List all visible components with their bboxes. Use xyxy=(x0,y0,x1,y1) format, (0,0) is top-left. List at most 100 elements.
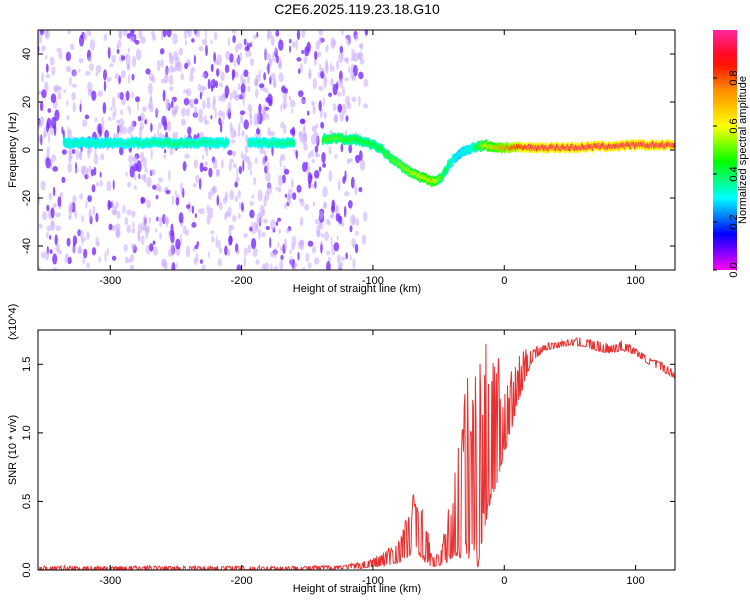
noise-blob xyxy=(307,152,311,160)
noise-blob xyxy=(336,81,339,90)
noise-blob xyxy=(354,230,359,236)
noise-blob xyxy=(247,50,252,57)
noise-blob xyxy=(239,110,246,115)
noise-blob xyxy=(238,166,243,174)
noise-blob xyxy=(236,264,242,270)
noise-blob xyxy=(44,250,50,261)
noise-blob xyxy=(212,158,218,170)
noise-blob xyxy=(111,209,117,215)
noise-blob xyxy=(329,62,333,73)
noise-blob xyxy=(317,51,322,58)
noise-blob xyxy=(116,48,120,55)
noise-blob xyxy=(135,48,142,61)
noise-blob xyxy=(169,64,174,74)
noise-blob xyxy=(182,161,187,172)
noise-blob xyxy=(198,46,204,52)
noise-blob xyxy=(185,107,191,117)
noise-blob xyxy=(181,107,186,118)
noise-blob xyxy=(114,72,120,80)
noise-blob xyxy=(66,99,69,107)
noise-blob xyxy=(210,63,214,73)
noise-blob xyxy=(158,122,162,130)
noise-blob xyxy=(45,157,51,169)
noise-blob xyxy=(274,46,278,54)
noise-blob xyxy=(202,99,206,110)
noise-blob xyxy=(97,90,104,97)
noise-blob xyxy=(232,35,236,44)
noise-blob xyxy=(61,126,64,135)
noise-blob xyxy=(72,246,76,254)
colorbar-label: Normalized spectral amplitude xyxy=(737,76,749,224)
noise-blob xyxy=(46,204,50,212)
noise-blob xyxy=(53,84,59,93)
noise-blob xyxy=(156,216,159,222)
noise-blob xyxy=(95,212,99,223)
noise-blob xyxy=(85,70,91,76)
noise-blob xyxy=(242,96,245,107)
noise-blob xyxy=(339,112,344,122)
noise-blob xyxy=(114,223,121,231)
noise-blob xyxy=(64,254,68,264)
noise-blob xyxy=(131,210,136,218)
noise-blob xyxy=(89,63,94,71)
noise-blob xyxy=(186,204,191,209)
noise-blob xyxy=(298,131,303,138)
noise-blob xyxy=(117,92,121,99)
noise-blob xyxy=(309,149,315,158)
noise-blob xyxy=(347,200,353,209)
noise-blob xyxy=(159,232,163,240)
noise-blob xyxy=(256,128,261,135)
noise-blob xyxy=(279,245,283,252)
noise-blob xyxy=(45,73,51,79)
noise-blob xyxy=(103,34,108,42)
noise-blob xyxy=(160,33,164,41)
noise-blob xyxy=(243,232,248,238)
noise-blob xyxy=(210,230,215,235)
noise-blob xyxy=(127,105,130,111)
noise-blob xyxy=(236,167,239,179)
noise-blob xyxy=(362,103,368,109)
noise-blob xyxy=(198,108,203,117)
noise-blob xyxy=(252,251,258,258)
noise-blob xyxy=(240,83,246,95)
noise-blob xyxy=(310,183,314,189)
noise-blob xyxy=(274,247,277,259)
ridge-core xyxy=(226,139,229,145)
noise-blob xyxy=(107,116,112,121)
noise-blob xyxy=(352,258,356,270)
noise-blob xyxy=(205,44,208,57)
noise-blob xyxy=(131,243,137,251)
noise-blob xyxy=(41,89,47,99)
noise-blob xyxy=(227,36,231,47)
noise-blob xyxy=(249,200,254,206)
noise-blob xyxy=(284,202,288,210)
noise-blob xyxy=(348,144,353,154)
noise-blob xyxy=(178,47,184,56)
noise-blob xyxy=(336,203,339,215)
noise-blob xyxy=(278,62,282,70)
noise-blob xyxy=(175,197,180,206)
noise-blob xyxy=(131,73,135,81)
noise-blob xyxy=(136,101,140,111)
noise-blob xyxy=(318,222,324,230)
noise-blob xyxy=(95,181,100,187)
noise-blob xyxy=(204,30,207,40)
noise-blob xyxy=(164,67,168,79)
noise-blob xyxy=(95,64,102,74)
noise-blob xyxy=(270,263,273,270)
noise-blob xyxy=(262,218,268,224)
noise-blob xyxy=(132,221,135,230)
noise-blob xyxy=(219,82,223,88)
noise-blob xyxy=(336,92,342,97)
noise-blob xyxy=(94,117,98,123)
noise-blob xyxy=(336,254,341,264)
noise-blob xyxy=(102,102,107,114)
noise-blob xyxy=(204,161,208,167)
x-tick-label: 100 xyxy=(626,575,644,587)
noise-blob xyxy=(251,194,254,199)
noise-blob xyxy=(185,229,189,236)
y-tick-label: 40 xyxy=(21,48,33,60)
noise-blob xyxy=(261,232,266,238)
figure-title: C2E6.2025.119.23.18.G10 xyxy=(274,1,440,17)
